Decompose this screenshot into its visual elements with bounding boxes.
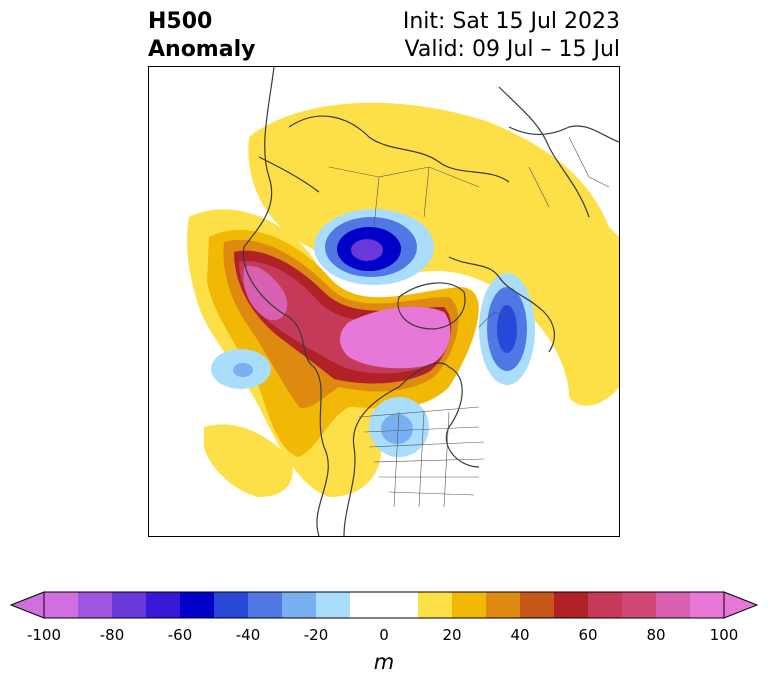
colorbar <box>10 591 758 619</box>
anomaly-positive-band-sw <box>204 424 293 497</box>
colorbar-ticks: -100 -80 -60 -40 -20 0 20 40 60 80 100 <box>0 626 768 646</box>
colorbar-outline <box>43 591 725 619</box>
colorbar-bin <box>146 592 181 618</box>
colorbar-tick-label: -80 <box>99 626 125 644</box>
anomaly-neg-pacific-inner <box>233 363 253 377</box>
colorbar-bin <box>588 592 623 618</box>
anomaly-neg-europe-inner <box>497 305 517 353</box>
colorbar-bin <box>690 592 725 618</box>
colorbar-tick-label: 100 <box>709 626 739 644</box>
colorbar-bin <box>452 592 487 618</box>
political-boundaries <box>328 136 610 508</box>
colorbar-tick-label: 80 <box>646 626 666 644</box>
colorbar-bin <box>112 592 147 618</box>
colorbar-unit: m <box>373 650 395 674</box>
colorbar-tick-label: -60 <box>167 626 193 644</box>
valid-period: Valid: 09 Jul – 15 Jul <box>404 37 620 62</box>
colorbar-tick-label: -20 <box>303 626 329 644</box>
title-line-1: H500 <box>148 9 213 34</box>
map-title: H500 Anomaly <box>148 8 255 64</box>
colorbar-bin <box>384 592 419 618</box>
title-line-2: Anomaly <box>148 37 256 62</box>
colorbar-bin <box>214 592 249 618</box>
anomaly-positive-band-asia <box>248 102 619 406</box>
colorbar-bin <box>248 592 283 618</box>
colorbar-extend-low <box>10 591 45 619</box>
colorbar-bin <box>44 592 79 618</box>
colorbar-bin <box>622 592 657 618</box>
colorbar-bin <box>180 592 215 618</box>
anomaly-90-core <box>340 306 451 369</box>
colorbar-tick-label: -40 <box>235 626 261 644</box>
colorbar-bin <box>316 592 351 618</box>
colorbar-bin <box>418 592 453 618</box>
coastlines <box>242 67 619 536</box>
colorbar-bins <box>44 592 725 618</box>
colorbar-bin <box>78 592 113 618</box>
colorbar-tick-label: -100 <box>26 626 62 644</box>
run-info: Init: Sat 15 Jul 2023 Valid: 09 Jul – 15… <box>403 8 620 64</box>
colorbar-tick-label: 40 <box>510 626 530 644</box>
anomaly-map <box>148 66 620 537</box>
colorbar-bin <box>520 592 555 618</box>
colorbar-tick-label: 60 <box>578 626 598 644</box>
colorbar-tick-label: 0 <box>379 626 389 644</box>
map-canvas <box>149 67 619 536</box>
colorbar-bin <box>554 592 589 618</box>
colorbar-tick-label: 20 <box>442 626 462 644</box>
init-time: Init: Sat 15 Jul 2023 <box>402 9 620 34</box>
colorbar-bin <box>486 592 521 618</box>
anomaly-neg-na-inner <box>381 414 413 444</box>
colorbar-bin <box>282 592 317 618</box>
colorbar-extend-high <box>723 591 758 619</box>
anomaly-80-alaska <box>243 266 288 321</box>
colorbar-bin <box>350 592 385 618</box>
colorbar-bin <box>656 592 691 618</box>
anomaly-neg-siberia-core <box>351 239 383 261</box>
